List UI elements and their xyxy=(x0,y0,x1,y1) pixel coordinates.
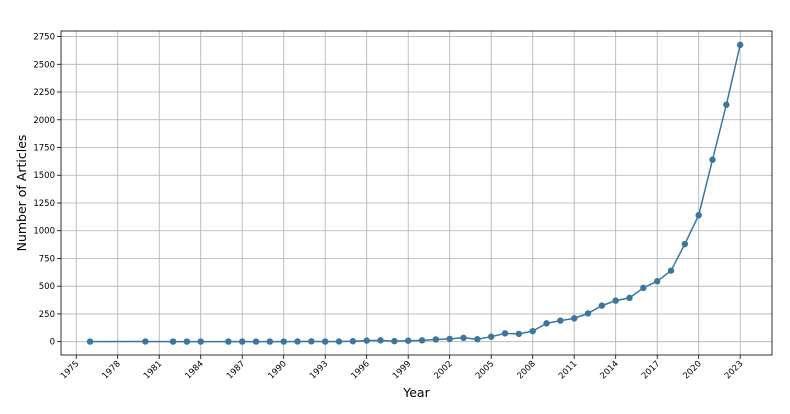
data-point xyxy=(239,338,246,345)
data-point xyxy=(280,338,287,345)
data-point xyxy=(557,317,564,324)
grid-lines xyxy=(61,31,772,355)
y-axis: 0 250 500 750 1000 1250 1500 1750 2000 2250 2500 27… xyxy=(33,33,61,348)
y-tick-label: 1500 xyxy=(33,171,55,181)
data-point xyxy=(723,101,730,108)
data-point xyxy=(349,338,357,345)
data-point xyxy=(308,338,315,345)
data-point xyxy=(363,337,370,344)
data-point xyxy=(86,338,94,345)
y-axis-title: Number of Articles xyxy=(14,135,29,252)
data-point xyxy=(653,278,661,285)
data-point xyxy=(377,337,384,344)
x-tick-label: 1996 xyxy=(349,359,371,381)
x-tick-label: 2020 xyxy=(681,359,703,381)
data-point xyxy=(501,330,509,337)
data-point xyxy=(252,338,260,345)
y-tick-label: 1750 xyxy=(33,144,55,154)
data-point xyxy=(322,338,329,345)
y-tick-label: 1000 xyxy=(33,227,55,237)
series-line xyxy=(90,44,741,343)
y-tick-label: 1250 xyxy=(33,199,55,209)
data-point xyxy=(667,267,675,274)
x-tick-label: 1999 xyxy=(391,359,413,381)
data-point xyxy=(460,334,467,342)
data-point xyxy=(529,327,536,335)
x-tick-label: 2005 xyxy=(474,359,496,381)
data-point xyxy=(543,320,550,327)
data-point xyxy=(681,240,689,248)
data-point xyxy=(695,211,702,219)
y-tick-label: 2500 xyxy=(33,60,55,70)
y-tick-label: 2000 xyxy=(33,116,55,126)
x-tick-label: 1975 xyxy=(59,359,81,381)
data-point xyxy=(515,330,523,338)
x-tick-label: 1990 xyxy=(266,359,288,381)
y-tick-label: 750 xyxy=(39,254,55,264)
data-point xyxy=(142,338,149,345)
data-point xyxy=(446,335,453,343)
data-point xyxy=(432,336,440,343)
x-tick-label: 2023 xyxy=(723,359,745,381)
plot-area-frame xyxy=(60,30,773,356)
x-tick-label: 2002 xyxy=(432,359,454,381)
data-point xyxy=(598,302,606,309)
data-point xyxy=(335,338,343,345)
data-point xyxy=(736,41,744,49)
data-point xyxy=(626,294,633,302)
data-point xyxy=(474,336,481,343)
y-tick-label: 2750 xyxy=(33,33,55,43)
data-point xyxy=(169,338,177,345)
y-tick-label: 500 xyxy=(39,282,55,292)
x-tick-label: 1987 xyxy=(225,359,247,381)
x-axis: 1975 1978 1981 1984 1987 1990 1993 1996 1999 2002… xyxy=(59,355,745,381)
data-point xyxy=(418,337,426,344)
data-point xyxy=(487,333,495,340)
x-tick-label: 1981 xyxy=(142,359,164,381)
data-point xyxy=(225,338,232,345)
x-tick-label: 1984 xyxy=(183,359,205,381)
y-tick-label: 250 xyxy=(39,310,55,320)
x-tick-label: 2008 xyxy=(515,359,537,381)
x-tick-label: 2014 xyxy=(598,359,620,381)
y-tick-label: 0 xyxy=(50,338,55,348)
series-group xyxy=(86,41,744,345)
x-tick-label: 1993 xyxy=(308,359,330,381)
data-point xyxy=(294,338,301,345)
data-point xyxy=(612,297,619,304)
data-point xyxy=(570,315,578,322)
x-tick-label: 2011 xyxy=(557,359,579,381)
data-point xyxy=(391,337,398,345)
y-tick-label: 2250 xyxy=(33,88,55,98)
data-point xyxy=(584,310,592,317)
data-point xyxy=(405,337,412,344)
data-point xyxy=(640,284,647,292)
x-tick-label: 2017 xyxy=(640,359,662,381)
data-point xyxy=(709,156,716,163)
data-point xyxy=(183,338,191,345)
x-axis-title: Year xyxy=(402,385,430,400)
x-tick-label: 1978 xyxy=(100,359,122,381)
data-point xyxy=(197,338,204,345)
data-point xyxy=(266,338,274,345)
